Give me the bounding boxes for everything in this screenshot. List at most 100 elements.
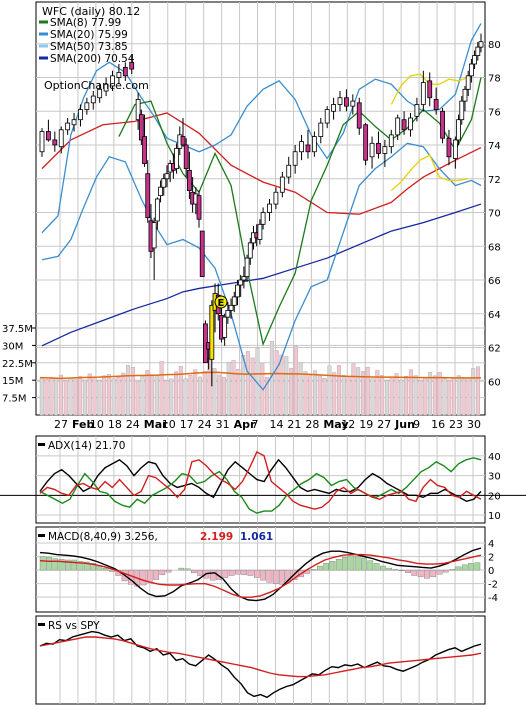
- macd-histogram-bar: [109, 569, 115, 572]
- volume-bar: [298, 362, 303, 416]
- volume-bar: [226, 361, 231, 416]
- candle: [475, 46, 481, 56]
- volume-bar: [126, 364, 131, 416]
- volume-bar: [58, 374, 63, 416]
- volume-bar: [193, 369, 198, 416]
- volume-bar: [145, 370, 150, 416]
- candle: [129, 61, 135, 70]
- volume-bar: [461, 378, 466, 416]
- volume-bar: [289, 367, 294, 416]
- macd-panel: [35, 526, 486, 613]
- macd-title-swatch: [38, 534, 45, 537]
- volume-bar: [447, 380, 452, 416]
- volume-bar: [452, 377, 457, 416]
- volume-bar: [380, 375, 385, 416]
- candle: [142, 136, 147, 164]
- candle: [267, 203, 272, 213]
- macd-histogram-bar: [197, 569, 204, 576]
- volume-bar: [394, 373, 399, 416]
- macd-histogram-bar: [102, 567, 109, 571]
- macd-histogram-bar: [140, 569, 147, 586]
- volume-bar: [78, 376, 83, 416]
- volume-bar: [68, 377, 73, 416]
- volume-bar: [456, 375, 461, 416]
- candle: [414, 104, 420, 117]
- rs-rs-ma-line: [39, 636, 482, 678]
- macd-histogram-bar: [474, 562, 481, 571]
- price-panel: [35, 1, 486, 416]
- candle: [382, 146, 388, 154]
- volume-bar: [351, 363, 356, 416]
- volume-bar: [308, 375, 313, 416]
- candle: [408, 117, 413, 131]
- candle: [71, 119, 77, 126]
- macd-histogram-bar: [46, 557, 52, 571]
- candle: [199, 230, 205, 278]
- volume-bar: [332, 372, 337, 416]
- volume-bar: [384, 380, 389, 416]
- volume-bar: [217, 374, 222, 416]
- x-tick-label: 16: [431, 418, 445, 431]
- macd-title-part: MACD(8,40,9) 3.256,: [48, 531, 158, 543]
- candle: [356, 102, 362, 129]
- volume-bar: [87, 373, 92, 416]
- candle: [279, 176, 285, 193]
- macd-histogram-bar: [317, 565, 323, 571]
- adx-tick-label: 20: [488, 491, 501, 502]
- series-sma-50-: [41, 112, 482, 215]
- macd-histogram-bar: [373, 563, 380, 571]
- candle: [154, 198, 160, 222]
- macd-histogram-bar: [209, 569, 216, 581]
- macd-histogram-bar: [310, 569, 317, 571]
- volume-bar: [212, 368, 217, 416]
- candle: [138, 114, 144, 141]
- candle: [110, 75, 115, 87]
- macd-histogram-bar: [184, 568, 191, 571]
- macd-histogram-bar: [392, 569, 399, 571]
- volume-bar: [250, 357, 255, 416]
- volume-bar: [389, 376, 394, 416]
- volume-bar: [39, 377, 44, 416]
- adx-adx-line: [39, 458, 482, 502]
- x-tick-label: Mar: [144, 418, 168, 431]
- volume-bar: [164, 380, 169, 416]
- candle: [116, 72, 122, 78]
- x-tick-label: 30: [467, 418, 481, 431]
- candle: [238, 279, 244, 286]
- candle: [183, 144, 189, 170]
- macd-histogram-bar: [386, 567, 393, 571]
- rs-title: RS vs SPY: [48, 620, 100, 632]
- volume-bar: [356, 367, 361, 416]
- candle: [231, 296, 237, 306]
- volume-bar: [365, 367, 370, 416]
- volume-bar: [116, 376, 121, 416]
- macd-histogram-bar: [58, 559, 65, 571]
- x-tick-label: Apr: [234, 418, 256, 431]
- volume-bar: [346, 376, 351, 416]
- volume-bar: [437, 372, 442, 416]
- x-tick-label: 7: [252, 418, 259, 431]
- macd-title-part: 2.199: [200, 531, 233, 543]
- macd-macd-line: [39, 547, 482, 602]
- volume-bar: [404, 376, 409, 416]
- series-bb-upper: [41, 23, 482, 234]
- candle: [97, 88, 103, 99]
- candle: [196, 195, 202, 220]
- macd-histogram-bar: [361, 557, 367, 571]
- volume-bar: [413, 375, 418, 416]
- adx-tick-label: 30: [488, 472, 501, 483]
- price-tick-label: 66: [488, 276, 501, 287]
- volume-bar: [154, 374, 159, 416]
- macd-histogram-bar: [190, 569, 197, 574]
- candle: [286, 164, 292, 178]
- price-tick-label: 74: [488, 141, 501, 152]
- x-tick-label: 28: [305, 418, 319, 431]
- candle: [90, 95, 96, 104]
- x-tick-label: 23: [449, 418, 463, 431]
- candle: [209, 304, 215, 360]
- volume-bar: [303, 371, 308, 416]
- macd-histogram-bar: [77, 561, 84, 571]
- adx-panel: [35, 435, 486, 524]
- volume-bar: [197, 376, 202, 416]
- price-tick-label: 68: [488, 242, 501, 253]
